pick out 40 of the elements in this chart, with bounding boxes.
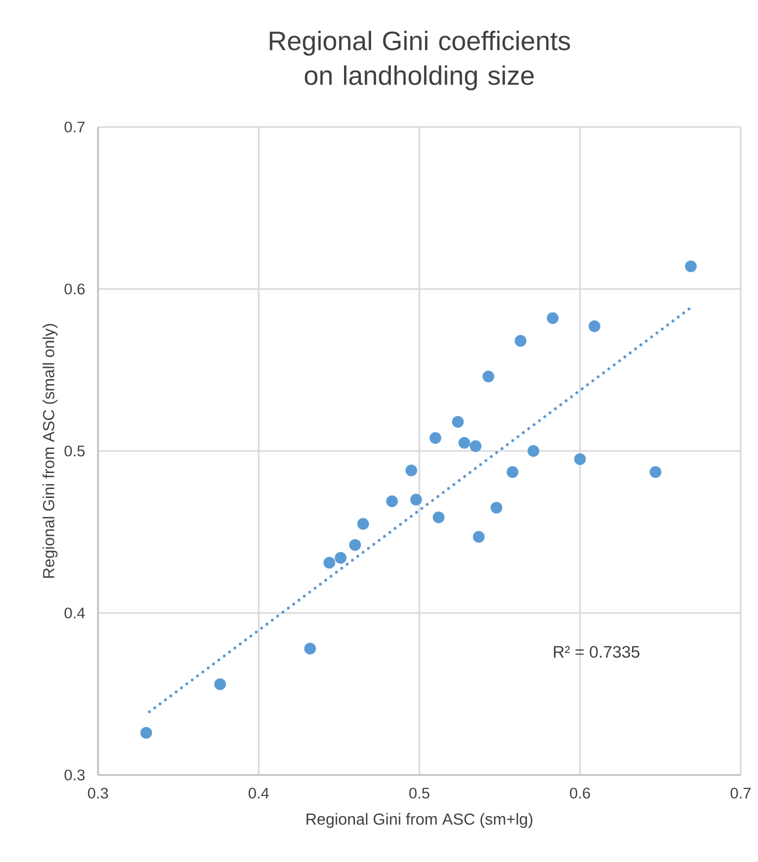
annotation: R² = 0.7335 bbox=[554, 646, 640, 658]
x-tick-label: 0.3 bbox=[88, 788, 108, 799]
point bbox=[684, 260, 697, 272]
y-axis-title: Regional Gini from ASC (small only) bbox=[42, 324, 58, 578]
point bbox=[140, 727, 152, 739]
point bbox=[334, 552, 346, 564]
x-tick-label: 0.7 bbox=[730, 788, 751, 799]
x-axis-title: Regional Gini from ASC (sm+lg) bbox=[306, 813, 532, 828]
point bbox=[490, 502, 502, 514]
point bbox=[386, 495, 398, 508]
point bbox=[546, 312, 559, 324]
y-tick-label: 0.4 bbox=[64, 608, 85, 618]
point bbox=[528, 445, 540, 457]
point bbox=[650, 466, 662, 478]
point bbox=[214, 678, 226, 690]
x-tick-label: 0.6 bbox=[570, 788, 590, 799]
point bbox=[357, 518, 369, 530]
y-tick-label: 0.6 bbox=[64, 284, 85, 294]
x-tick-label: 0.4 bbox=[248, 788, 269, 799]
point bbox=[452, 416, 464, 428]
y-tick-label: 0.5 bbox=[64, 446, 85, 456]
chart-title: Regional Gini coefficients on landholding size bbox=[270, 30, 570, 90]
y-tick-label: 0.7 bbox=[64, 122, 85, 132]
point bbox=[588, 320, 600, 332]
point bbox=[482, 370, 494, 382]
x-tick-label: 0.5 bbox=[409, 788, 430, 799]
point bbox=[458, 437, 470, 449]
point bbox=[574, 453, 586, 465]
point bbox=[470, 440, 482, 452]
point bbox=[349, 539, 361, 551]
point bbox=[506, 466, 518, 478]
y-tick-label: 0.3 bbox=[64, 770, 85, 780]
point bbox=[323, 556, 336, 569]
point bbox=[410, 494, 422, 506]
point bbox=[472, 530, 485, 543]
point bbox=[405, 464, 418, 476]
point bbox=[514, 334, 526, 347]
point bbox=[304, 642, 316, 654]
point bbox=[430, 432, 442, 444]
point bbox=[432, 512, 444, 524]
